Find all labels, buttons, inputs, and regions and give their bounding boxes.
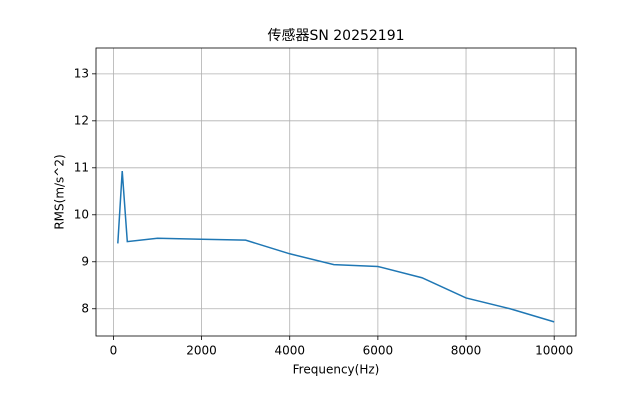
y-tick-label: 13 bbox=[74, 66, 89, 80]
x-tick-label: 6000 bbox=[363, 344, 394, 358]
chart-title: 传感器SN 20252191 bbox=[267, 27, 404, 44]
data-line bbox=[117, 171, 555, 323]
x-tick-label: 0 bbox=[110, 344, 118, 358]
y-tick-label: 11 bbox=[74, 160, 89, 174]
x-tick-label: 8000 bbox=[451, 344, 482, 358]
x-tick-label: 2000 bbox=[186, 344, 217, 358]
y-tick-label: 10 bbox=[74, 207, 89, 221]
y-tick-label: 8 bbox=[81, 301, 89, 315]
x-axis-label: Frequency(Hz) bbox=[293, 363, 380, 377]
y-axis-label: RMS(m/s^2) bbox=[53, 154, 67, 229]
plot-frame bbox=[95, 47, 577, 337]
x-tick-label: 4000 bbox=[274, 344, 305, 358]
y-tick-label: 12 bbox=[74, 113, 89, 127]
x-tick-label: 10000 bbox=[535, 344, 573, 358]
y-tick-label: 9 bbox=[81, 254, 89, 268]
